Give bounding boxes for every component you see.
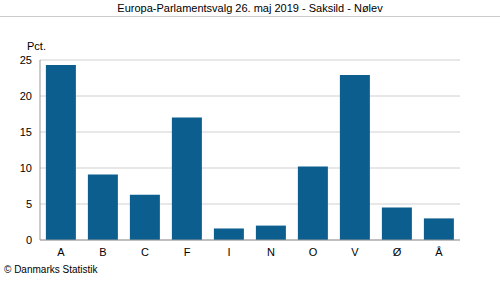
svg-text:25: 25 (20, 54, 32, 66)
svg-text:5: 5 (26, 198, 32, 210)
svg-text:15: 15 (20, 126, 32, 138)
svg-text:C: C (141, 246, 149, 258)
svg-text:10: 10 (20, 162, 32, 174)
svg-text:20: 20 (20, 90, 32, 102)
svg-text:B: B (99, 246, 106, 258)
svg-text:A: A (57, 246, 65, 258)
html-text:Pct.: Pct. (27, 40, 46, 52)
svg-text:V: V (351, 246, 359, 258)
svg-text:I: I (227, 246, 230, 258)
svg-text:Ø: Ø (393, 246, 402, 258)
html-text:© Danmarks Statistik: © Danmarks Statistik (4, 264, 98, 275)
svg-text:Å: Å (435, 246, 443, 258)
svg-text:0: 0 (26, 234, 32, 246)
svg-text:O: O (309, 246, 318, 258)
html-text:Europa-Parlamentsvalg 26. maj: Europa-Parlamentsvalg 26. maj 2019 - Sak… (117, 2, 383, 14)
svg-text:N: N (267, 246, 275, 258)
svg-text:F: F (184, 246, 191, 258)
